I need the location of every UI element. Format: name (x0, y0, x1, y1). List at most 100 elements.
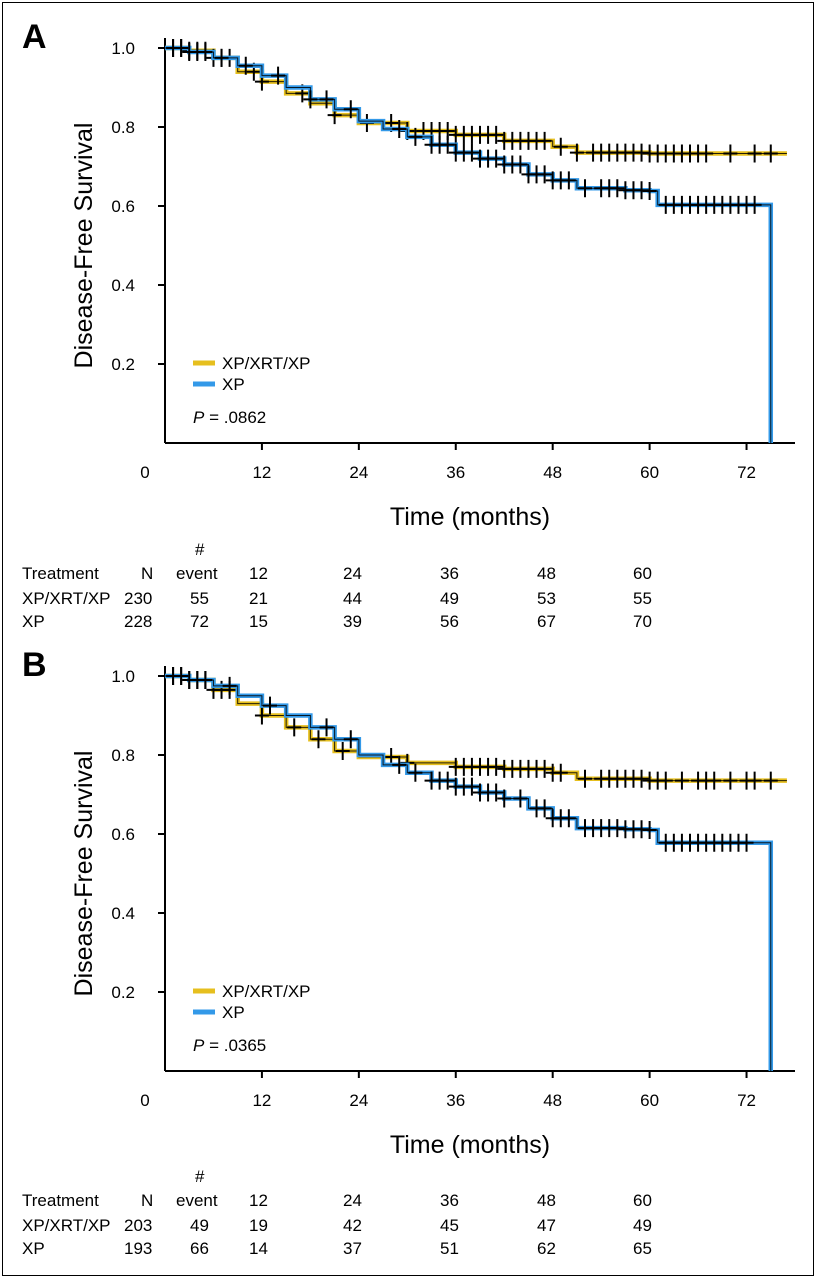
censor-mark (537, 165, 552, 184)
censor-mark (723, 144, 738, 163)
censor-mark (198, 670, 213, 689)
y-axis-label: Disease-Free Survival (70, 751, 98, 997)
risk-row-label: XP/XRT/XP (22, 589, 111, 608)
risk-row-12: 14 (249, 1239, 268, 1258)
censor-mark (747, 771, 762, 790)
risk-row-n: 228 (124, 612, 153, 631)
risk-row-24: 44 (343, 589, 362, 608)
censor-mark (763, 144, 778, 163)
risk-row-n: 193 (124, 1239, 153, 1258)
censor-mark (739, 833, 754, 852)
risk-row-events: 66 (190, 1239, 209, 1258)
censor-mark (642, 181, 657, 200)
y-tick-label: 0.6 (111, 825, 135, 844)
censor-mark (311, 730, 326, 749)
risk-header-60: 60 (633, 564, 652, 583)
x-tick-label: 48 (543, 463, 562, 482)
panel-b: B 0.2 0.4 0.6 0.8 1.0 0 12 24 36 48 60 72 Disease-Fre… (22, 646, 795, 1159)
risk-header-48: 48 (537, 1191, 556, 1210)
risk-row-36: 51 (440, 1239, 459, 1258)
censor-mark (174, 667, 189, 685)
y-tick-label: 1.0 (111, 39, 135, 58)
y-axis-label: Disease-Free Survival (70, 123, 98, 369)
censor-mark (674, 771, 689, 790)
risk-row-36: 49 (440, 589, 459, 608)
x-tick-label: 12 (252, 463, 271, 482)
risk-row-label: XP (22, 612, 45, 631)
censor-mark (699, 144, 714, 163)
censor-mark (763, 771, 778, 790)
risk-hash-label: # (195, 1167, 205, 1186)
risk-row-36: 45 (440, 1216, 459, 1235)
risk-header-36: 36 (440, 1191, 459, 1210)
risk-header-12: 12 (249, 564, 268, 583)
risk-row-24: 39 (343, 612, 362, 631)
risk-header-event: event (176, 564, 218, 583)
p-value-text: P = .0365 (193, 1036, 266, 1055)
risk-row-48: 62 (537, 1239, 556, 1258)
x-tick-label: 12 (252, 1091, 271, 1110)
censor-mark (497, 789, 512, 808)
x-tick-label: 24 (349, 1091, 368, 1110)
risk-header-n: N (141, 564, 154, 583)
censor-mark (238, 56, 253, 75)
censor-mark (303, 90, 318, 109)
censor-mark (222, 676, 237, 695)
censor-mark (513, 789, 528, 808)
censor-mark (174, 39, 189, 57)
censor-mark (578, 769, 592, 788)
censor-mark (561, 171, 576, 190)
censor-mark (287, 718, 302, 737)
x-tick-label: 36 (446, 463, 465, 482)
risk-header-24: 24 (343, 1191, 362, 1210)
censor-mark (747, 144, 762, 163)
series-xp-xrt-xp-line (165, 673, 787, 783)
p-label: P (193, 1036, 205, 1055)
censor-mark (319, 718, 334, 737)
p-value: = .0365 (204, 1036, 266, 1055)
risk-row-24: 42 (343, 1216, 362, 1235)
risk-row-60: 65 (633, 1239, 652, 1258)
risk-row-12: 15 (249, 612, 268, 631)
risk-row-label: XP/XRT/XP (22, 1216, 111, 1235)
risk-header-48: 48 (537, 564, 556, 583)
risk-row-36: 56 (440, 612, 459, 631)
y-tick-label: 0.8 (111, 118, 135, 137)
risk-header-n: N (141, 1191, 154, 1210)
legend-label: XP (222, 375, 245, 394)
censor-mark (578, 179, 592, 198)
censor-mark (489, 149, 504, 168)
y-tick-label: 0.2 (111, 983, 135, 1002)
censor-mark (634, 769, 649, 788)
p-value: = .0862 (204, 408, 266, 427)
censor-mark (537, 131, 552, 150)
censor-mark (747, 195, 762, 214)
censor-mark (723, 771, 738, 790)
risk-header-event: event (176, 1191, 218, 1210)
panel-label: B (22, 646, 47, 684)
x-tick-label: 48 (543, 1091, 562, 1110)
risk-row-48: 67 (537, 612, 556, 631)
censor-mark (343, 100, 358, 119)
censor-mark (537, 799, 552, 818)
x-tick-label: 36 (446, 1091, 465, 1110)
censor-mark (489, 125, 504, 144)
risk-row-events: 49 (190, 1216, 209, 1235)
p-value-text: P = .0862 (193, 408, 266, 427)
censor-mark (658, 771, 673, 790)
y-tick-label: 0.8 (111, 746, 135, 765)
x-axis-label: Time (months) (390, 1131, 550, 1159)
censor-mark (319, 90, 334, 109)
risk-row-n: 230 (124, 589, 153, 608)
y-tick-label: 1.0 (111, 667, 135, 686)
censor-mark (263, 696, 277, 715)
censor-mark (464, 777, 479, 796)
x-tick-label: 72 (737, 1091, 756, 1110)
x-tick-label: 24 (349, 463, 368, 482)
panel-a: A 0.2 0.4 0.6 0.8 1.0 0 12 24 36 48 60 72 Disease-Fre… (22, 18, 795, 531)
panel-label: A (22, 18, 47, 56)
censor-mark (271, 66, 286, 85)
x-tick-label: 0 (140, 463, 149, 482)
